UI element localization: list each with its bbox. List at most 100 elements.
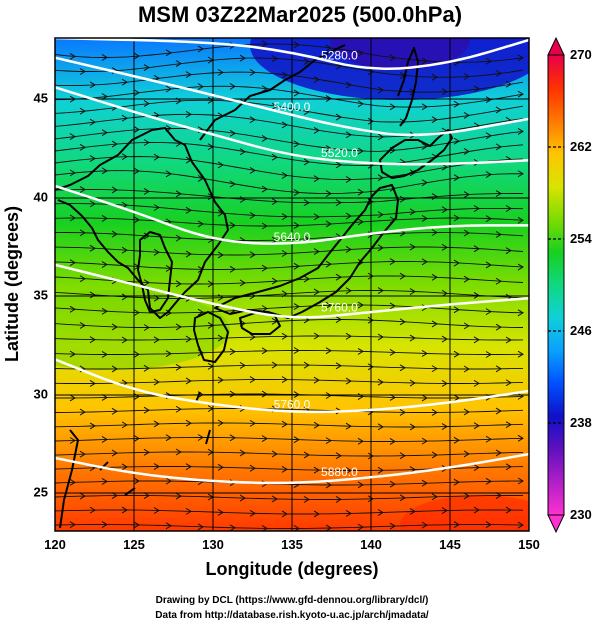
wind-arrowhead — [453, 436, 460, 444]
wind-arrowhead — [345, 509, 352, 517]
wind-arrowhead — [165, 477, 172, 485]
x-tick-label: 130 — [202, 537, 224, 552]
wind-arrowhead — [399, 318, 406, 326]
y-tick-label: 25 — [34, 484, 48, 499]
colorbar-tick-label: 254 — [570, 231, 592, 246]
wind-arrowhead — [463, 275, 470, 283]
contour-line — [55, 38, 529, 70]
wind-arrowhead — [517, 263, 524, 271]
wind-arrowhead — [261, 185, 268, 193]
wind-arrowhead — [229, 390, 236, 398]
streamline — [55, 127, 524, 152]
wind-arrowhead — [517, 54, 524, 62]
wind-arrowhead — [421, 350, 428, 357]
wind-arrowhead — [281, 420, 288, 428]
wind-arrowhead — [143, 232, 150, 240]
wind-arrowhead — [357, 347, 364, 355]
wind-arrowhead — [229, 180, 236, 188]
wind-arrowhead — [421, 57, 428, 65]
wind-arrowhead — [505, 506, 512, 514]
wind-arrowhead — [517, 477, 524, 485]
wind-arrowhead — [79, 68, 86, 75]
wind-arrowhead — [495, 231, 502, 238]
wind-arrowhead — [281, 376, 288, 384]
wind-arrowhead — [293, 89, 300, 97]
wind-arrowhead — [271, 55, 278, 63]
wind-arrowhead — [473, 464, 480, 471]
wind-arrowhead — [239, 196, 246, 203]
wind-arrowhead — [409, 379, 416, 387]
wind-arrowhead — [345, 212, 352, 220]
wind-arrowhead — [111, 323, 118, 331]
wind-arrowhead — [121, 421, 128, 429]
wind-arrowhead — [261, 347, 268, 355]
wind-arrowhead — [249, 211, 256, 219]
wind-arrowhead — [217, 463, 224, 471]
wind-arrowhead — [505, 80, 512, 88]
wind-arrowhead — [453, 174, 460, 182]
colorbar-tick-label: 246 — [570, 323, 592, 338]
plot-area: 5280.0 5400.0 5520.0 5640.0 5760.0 5760.0 5880… — [54, 37, 530, 532]
wind-arrowhead — [89, 244, 96, 252]
wind-arrowhead — [271, 450, 278, 458]
wind-arrowhead — [281, 332, 288, 340]
y-axis-label: Latitude (degrees) — [2, 206, 22, 362]
wind-arrowhead — [441, 423, 448, 430]
wind-arrowhead — [335, 362, 342, 370]
wind-arrowhead — [293, 222, 300, 229]
colorbar-tick-label: 270 — [570, 47, 592, 62]
wind-arrowhead — [185, 507, 192, 515]
wind-arrowhead — [325, 260, 332, 268]
streamline — [55, 524, 524, 529]
streamline — [55, 364, 524, 370]
wind-arrowhead — [89, 200, 96, 208]
wind-arrowhead — [485, 96, 492, 104]
wind-arrowhead — [453, 394, 460, 402]
contour-label: 5640.0 — [274, 230, 311, 244]
wind-arrowhead — [367, 316, 374, 324]
wind-arrowhead — [79, 275, 86, 283]
wind-arrowhead — [303, 58, 310, 65]
wind-arrowhead — [463, 365, 470, 373]
streamline — [55, 393, 524, 399]
wind-arrowhead — [399, 452, 406, 460]
wind-arrowhead — [229, 129, 236, 137]
wind-arrowhead — [441, 507, 448, 514]
wind-arrowhead — [453, 259, 460, 267]
streamline — [55, 495, 523, 500]
streamline — [55, 304, 524, 314]
wind-arrowhead — [143, 139, 150, 146]
wind-arrowhead — [495, 407, 502, 415]
wind-arrowhead — [313, 213, 320, 221]
wind-arrowhead — [409, 508, 416, 515]
wind-arrowhead — [313, 248, 320, 255]
streamline — [55, 480, 524, 486]
wind-arrowhead — [175, 363, 182, 371]
wind-arrowhead — [89, 336, 96, 344]
wind-arrowhead — [229, 222, 236, 229]
wind-arrowhead — [495, 190, 502, 197]
wind-arrowhead — [421, 215, 428, 222]
wind-arrowhead — [261, 135, 268, 142]
wind-arrowhead — [165, 522, 172, 530]
wind-arrowhead — [89, 380, 96, 387]
wind-arrowhead — [367, 272, 374, 280]
y-axis: 25 30 35 40 45 Latitude (degrees) — [2, 90, 62, 499]
wind-arrowhead — [389, 258, 396, 265]
wind-arrowhead — [175, 492, 182, 500]
wind-arrowhead — [453, 521, 460, 529]
coastline-asia-mainland — [55, 127, 229, 319]
wind-arrowhead — [79, 107, 86, 115]
wind-arrowhead — [389, 302, 396, 310]
wind-arrowhead — [101, 54, 108, 61]
wind-arrowhead — [345, 467, 352, 474]
wind-arrowhead — [69, 259, 76, 267]
wind-arrowhead — [335, 316, 342, 323]
wind-arrowhead — [217, 509, 224, 516]
wind-arrowhead — [239, 449, 246, 457]
wind-arrowhead — [409, 288, 416, 295]
wind-arrowhead — [431, 409, 438, 416]
wind-arrowhead — [505, 247, 512, 255]
wind-arrowhead — [133, 89, 140, 97]
colorbar-tick-label: 262 — [570, 139, 592, 154]
